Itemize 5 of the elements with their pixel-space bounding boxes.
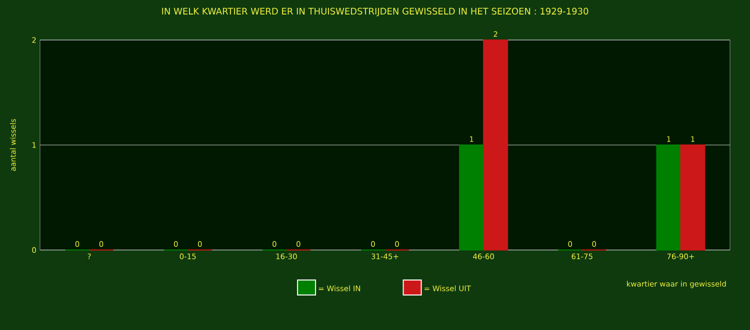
- bar: [483, 40, 508, 250]
- chart-title: IN WELK KWARTIER WERD ER IN THUISWEDSTRIJDEN GEWISSELD IN HET SEIZOEN : 1929-1930: [162, 8, 588, 16]
- bar: [459, 144, 484, 250]
- bar: [680, 144, 706, 250]
- bar: [656, 144, 682, 250]
